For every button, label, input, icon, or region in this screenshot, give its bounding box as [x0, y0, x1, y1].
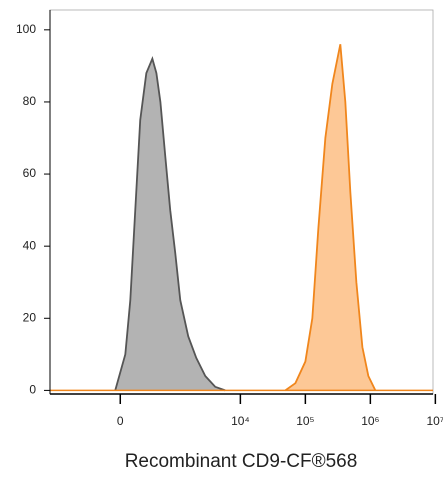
area-fill: [115, 58, 226, 391]
y-tick-label: 80: [23, 94, 37, 108]
y-tick-label: 100: [16, 22, 36, 36]
area-line: [114, 55, 226, 392]
x-tick-label: 10⁴: [231, 414, 250, 428]
y-tick-label: 60: [23, 166, 37, 180]
area-line: [284, 44, 377, 392]
x-axis-label: Recombinant CD9-CF®568: [125, 451, 358, 472]
plot-frame: [49, 9, 434, 395]
y-tick-label: 40: [23, 238, 37, 252]
x-tick-label: 0: [117, 414, 124, 428]
y-tick-label: 0: [29, 383, 36, 397]
area-fill: [285, 44, 376, 391]
x-tick-label: 10⁶: [361, 414, 379, 428]
x-tick-label: 10⁷: [427, 414, 443, 428]
y-tick-label: 20: [23, 310, 37, 324]
x-tick-label: 10⁵: [296, 414, 314, 428]
